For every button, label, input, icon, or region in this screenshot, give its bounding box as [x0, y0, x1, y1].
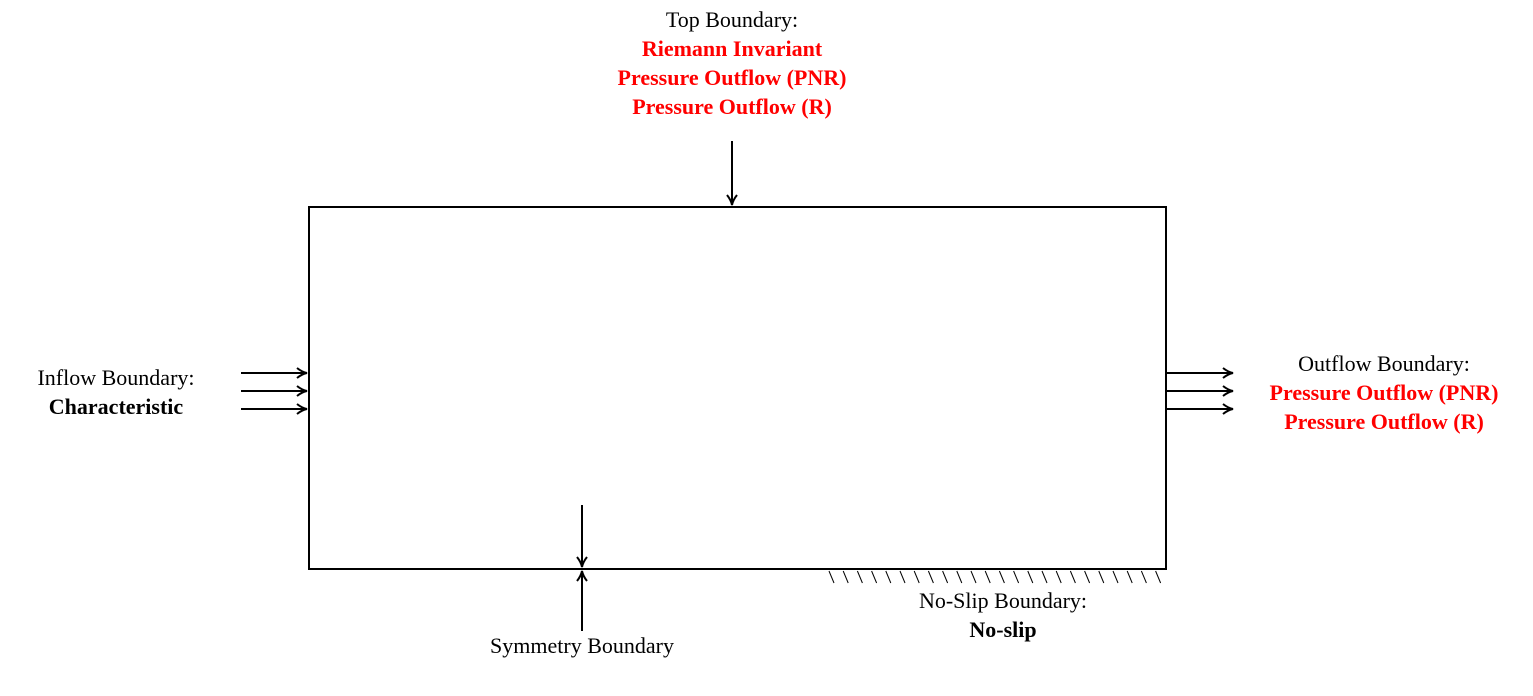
- hatch-line: [1126, 570, 1133, 584]
- top-boundary-condition: Riemann Invariant: [641, 36, 823, 61]
- hatch-line: [913, 570, 920, 584]
- hatch-line: [1013, 570, 1020, 584]
- top-boundary-label: Top Boundary: Riemann Invariant Pressure…: [532, 5, 932, 121]
- hatch-line: [1112, 570, 1119, 584]
- hatch-line: [828, 570, 835, 584]
- hatch-line: [871, 570, 878, 584]
- hatch-line: [942, 570, 949, 584]
- hatch-line: [1155, 570, 1162, 584]
- hatch-line: [1069, 570, 1076, 584]
- domain-rectangle: [308, 206, 1167, 570]
- hatch-line: [1140, 570, 1147, 584]
- symmetry-boundary-heading: Symmetry Boundary: [490, 633, 674, 658]
- hatch-line: [970, 570, 977, 584]
- hatch-line: [1041, 570, 1048, 584]
- outflow-boundary-condition: Pressure Outflow (PNR): [1269, 380, 1499, 405]
- noslip-boundary-condition: No-slip: [969, 617, 1037, 642]
- inflow-arrows: [241, 367, 308, 415]
- hatch-line: [1098, 570, 1105, 584]
- hatch-line: [984, 570, 991, 584]
- outflow-boundary-condition: Pressure Outflow (R): [1284, 409, 1484, 434]
- top-boundary-heading: Top Boundary:: [665, 7, 799, 32]
- hatch-line: [856, 570, 863, 584]
- inflow-boundary-label: Inflow Boundary: Characteristic: [6, 363, 226, 421]
- hatch-line: [956, 570, 963, 584]
- no-slip-wall-hatching: [828, 570, 1162, 584]
- top-boundary-condition: Pressure Outflow (PNR): [617, 65, 847, 90]
- inflow-boundary-condition: Characteristic: [48, 394, 184, 419]
- hatch-line: [1027, 570, 1034, 584]
- noslip-boundary-heading: No-Slip Boundary:: [918, 588, 1088, 613]
- hatch-line: [998, 570, 1005, 584]
- outflow-arrows: [1167, 367, 1234, 415]
- top-boundary-condition: Pressure Outflow (R): [632, 94, 832, 119]
- hatch-line: [1055, 570, 1062, 584]
- hatch-line: [885, 570, 892, 584]
- hatch-line: [927, 570, 934, 584]
- noslip-boundary-label: No-Slip Boundary: No-slip: [853, 586, 1153, 644]
- hatch-line: [1084, 570, 1091, 584]
- hatch-line: [842, 570, 849, 584]
- inflow-boundary-heading: Inflow Boundary:: [37, 365, 195, 390]
- hatch-line: [899, 570, 906, 584]
- symmetry-boundary-label: Symmetry Boundary: [432, 631, 732, 660]
- outflow-boundary-heading: Outflow Boundary:: [1298, 351, 1470, 376]
- outflow-boundary-label: Outflow Boundary: Pressure Outflow (PNR)…: [1239, 349, 1529, 436]
